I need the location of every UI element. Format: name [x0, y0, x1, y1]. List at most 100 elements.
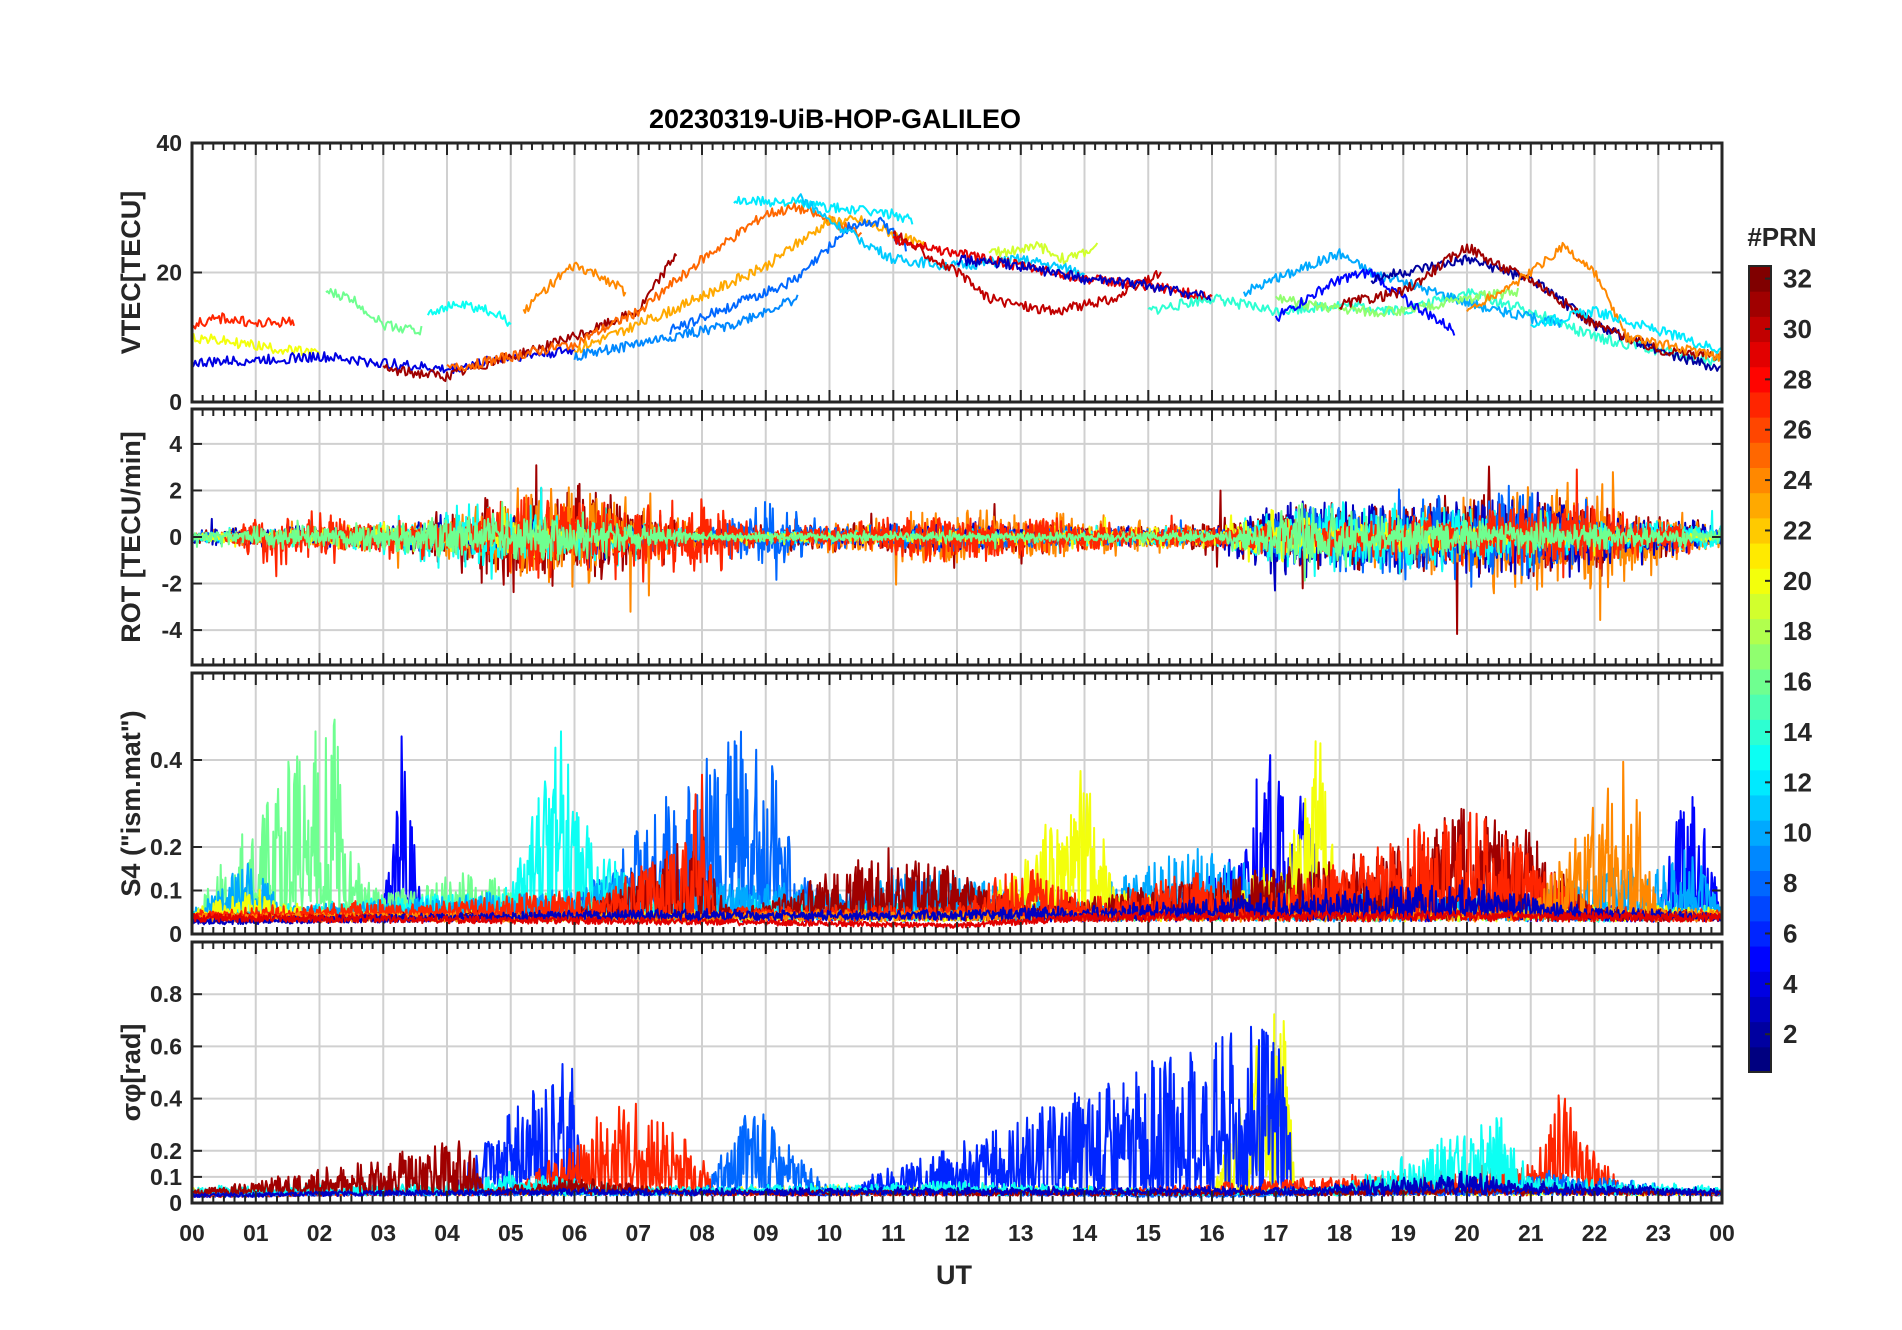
colorbar-swatch-prn-30: [1749, 316, 1771, 343]
colorbar-swatch-prn-32: [1749, 266, 1771, 292]
colorbar-swatch-prn-27: [1749, 391, 1771, 418]
series-line-prn-24: [522, 261, 627, 314]
y-tick-label: 0.1: [150, 878, 182, 904]
series-line-prn-13: [426, 300, 512, 327]
colorbar-tick-label: 24: [1783, 465, 1812, 495]
colorbar-swatch-prn-14: [1749, 719, 1771, 746]
x-tick-label: 08: [689, 1220, 715, 1246]
panel-vtec-x-ticks: [191, 143, 1723, 402]
series-line-prn-30: [892, 230, 1162, 316]
series-line-prn-14: [1147, 288, 1722, 366]
panel-s4-series: [192, 718, 1722, 929]
colorbar-tick-label: 8: [1783, 868, 1797, 898]
x-tick-label: 13: [1008, 1220, 1034, 1246]
x-tick-label: 21: [1518, 1220, 1544, 1246]
colorbar-swatch-prn-22: [1749, 517, 1771, 544]
x-tick-label: 07: [625, 1220, 651, 1246]
colorbar-swatch-prn-19: [1749, 593, 1771, 620]
colorbar-tick-label: 4: [1783, 969, 1798, 999]
panel-vtec-series: [192, 193, 1722, 383]
y-tick-label: 0: [169, 524, 182, 550]
colorbar-swatch-prn-12: [1749, 769, 1771, 796]
series-line-prn-17: [1275, 287, 1519, 318]
colorbar-swatch-prn-5: [1749, 946, 1771, 972]
y-tick-label: -2: [162, 571, 182, 597]
series-line-prn-19: [988, 241, 1099, 265]
x-tick-label: 03: [370, 1220, 396, 1246]
panel-rot-series: [192, 464, 1722, 635]
colorbar-swatch-prn-26: [1749, 417, 1771, 443]
colorbar-tick-label: 26: [1783, 415, 1812, 445]
series-line-prn-10: [1242, 248, 1563, 328]
series-line-prn-16: [192, 501, 1722, 582]
colorbar-swatch-prn-16: [1749, 669, 1771, 695]
x-tick-label: 16: [1199, 1220, 1225, 1246]
series-line-prn-23: [573, 214, 927, 354]
y-tick-label: 0.4: [150, 747, 182, 773]
x-tick-label: 01: [243, 1220, 269, 1246]
y-tick-label: 2: [169, 477, 182, 503]
panel-rot-y-axis-label: ROT [TECU/min]: [116, 431, 146, 642]
colorbar-swatch-prn-20: [1749, 568, 1771, 594]
x-tick-label: 14: [1072, 1220, 1098, 1246]
series-line-prn-27: [192, 312, 295, 330]
x-tick-label: 12: [944, 1220, 970, 1246]
panel-rot-x-ticks: [191, 409, 1723, 665]
colorbar-tick-label: 2: [1783, 1019, 1797, 1049]
series-line-prn-8: [669, 216, 907, 335]
panel-s4: 0 0.1 0.2 0.4S4 ("ism.mat"): [116, 671, 1724, 947]
colorbar-swatch-prn-28: [1749, 366, 1771, 393]
y-tick-label: 0.8: [150, 981, 182, 1007]
x-tick-label: 10: [817, 1220, 843, 1246]
series-line-prn-16: [325, 288, 423, 336]
y-tick-label: 0: [169, 921, 182, 947]
x-tick-label: 17: [1263, 1220, 1289, 1246]
panel-s4-x-ticks: [191, 673, 1723, 934]
y-tick-label: -4: [162, 617, 183, 643]
colorbar-label: #PRN: [1747, 222, 1816, 252]
colorbar-tick-label: 30: [1783, 314, 1812, 344]
y-tick-label: 40: [156, 130, 182, 156]
colorbar-swatch-prn-29: [1749, 341, 1771, 368]
x-tick-label: 04: [434, 1220, 460, 1246]
colorbar-tick-label: 6: [1783, 918, 1797, 948]
series-line-prn-20: [192, 333, 321, 359]
x-tick-label: 20: [1454, 1220, 1480, 1246]
x-tick-label: 11: [881, 1220, 906, 1246]
colorbar-swatch-prn-25: [1749, 442, 1771, 468]
colorbar-swatch-prn-18: [1749, 618, 1771, 645]
series-line-prn-12: [1530, 306, 1722, 355]
x-tick-label: 00: [179, 1220, 205, 1246]
colorbar-swatch-prn-10: [1749, 820, 1771, 846]
series-line-prn-25: [446, 202, 863, 372]
colorbar-swatch-prn-23: [1749, 492, 1771, 519]
colorbar-swatch-prn-11: [1749, 794, 1771, 821]
y-tick-label: 0: [169, 1190, 182, 1216]
panel-rot: -4 -2 0 2 4 ROT [TECU/min]: [116, 407, 1724, 667]
y-tick-label: 4: [169, 431, 182, 457]
x-tick-label: 05: [498, 1220, 524, 1246]
colorbar-swatch-prn-13: [1749, 744, 1771, 771]
panel-sigma: 00.10.2 0.4 0.6 0.8σφ[rad]: [116, 940, 1724, 1216]
x-tick-label: 02: [307, 1220, 333, 1246]
panel-sigma-y-axis-label: σφ[rad]: [116, 1024, 146, 1122]
colorbar-tick-label: 18: [1783, 616, 1812, 646]
x-axis-label: UT: [936, 1260, 972, 1290]
colorbar-tick-label: 12: [1783, 767, 1812, 797]
colorbar-frame: [1748, 265, 1772, 1073]
y-tick-label: 0.6: [150, 1033, 182, 1059]
y-tick-label: 0: [169, 389, 182, 415]
x-tick-label: 23: [1645, 1220, 1671, 1246]
colorbar-swatch-prn-24: [1749, 467, 1771, 494]
y-tick-label: 20: [156, 260, 182, 286]
x-tick-label: 22: [1582, 1220, 1608, 1246]
colorbar-swatch-prn-8: [1749, 870, 1771, 897]
colorbar-tick-label: 32: [1783, 264, 1812, 294]
series-line-prn-3: [956, 254, 1213, 303]
series-line-prn-24: [1466, 241, 1722, 362]
colorbar-swatch-prn-17: [1749, 643, 1771, 670]
series-line-prn-9: [573, 294, 799, 361]
